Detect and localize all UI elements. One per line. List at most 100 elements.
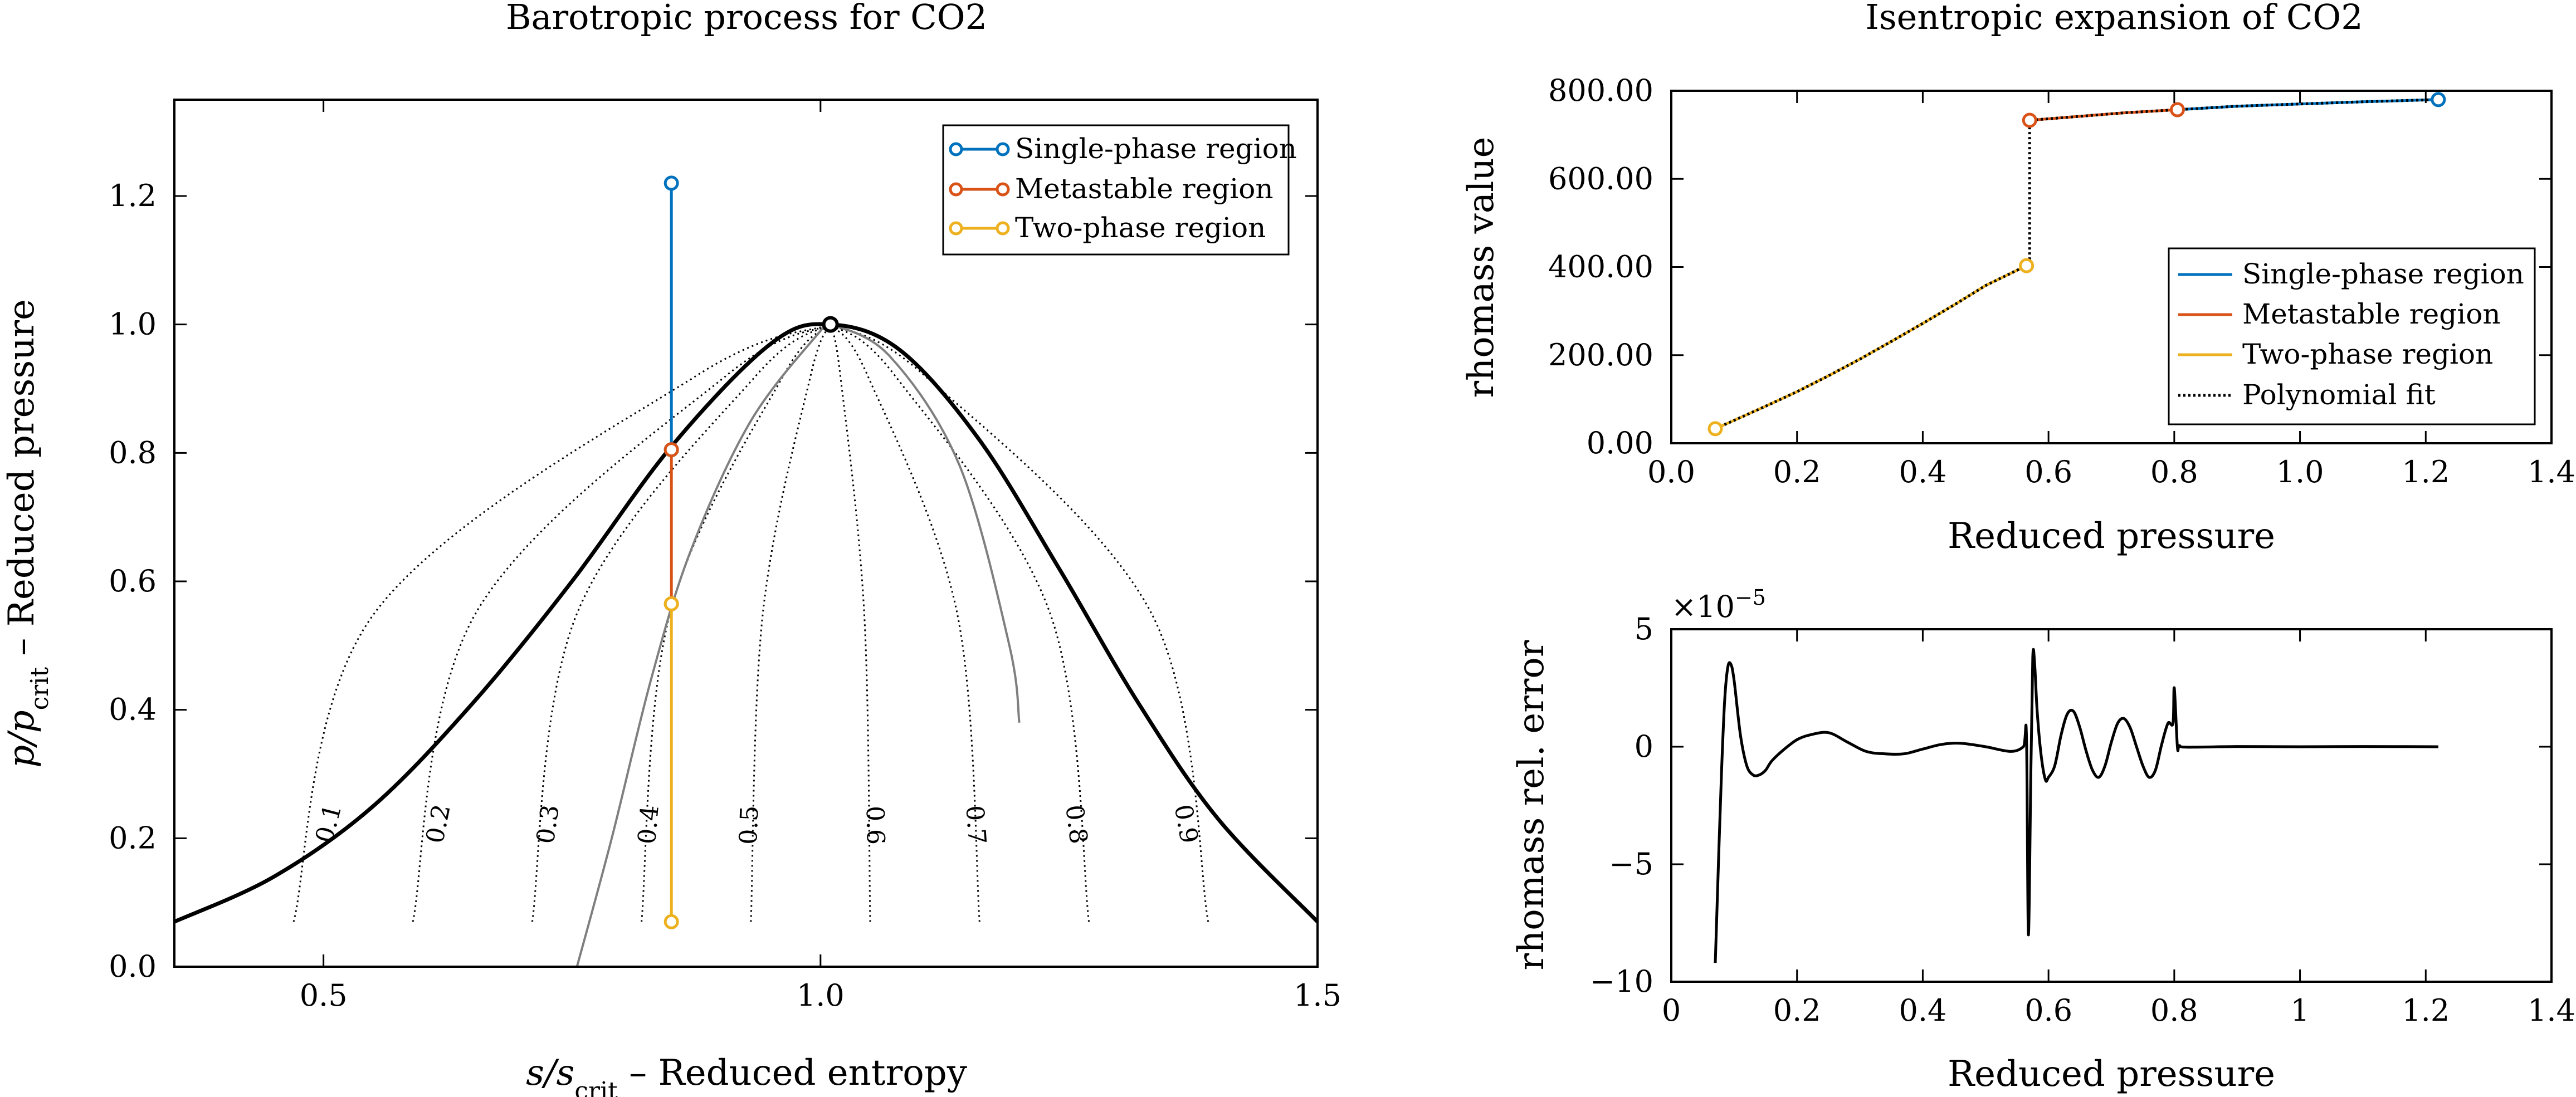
barotropic-ytick-label: 1.0	[109, 307, 157, 342]
barotropic-ytick-label: 0.8	[109, 435, 157, 470]
legend2-label-single-phase: Single-phase region	[2242, 258, 2524, 290]
legend-marker-metastable-end	[996, 182, 1010, 197]
legend-marker-metastable	[949, 182, 963, 197]
legend-label-single-phase: Single-phase region	[1015, 133, 1297, 165]
isentropic-series-line	[1714, 264, 2027, 430]
isentropic-xtick-label: 1.2	[2402, 454, 2450, 489]
isentropic-ytick-label: 0.00	[1587, 425, 1653, 461]
legend-label-metastable: Metastable region	[1015, 173, 1274, 205]
error-y-axis-label: rhomass rel. error	[1511, 640, 1552, 970]
quality-line	[292, 324, 831, 922]
barotropic-xtick-label: 0.5	[300, 978, 348, 1013]
legend-label-two-phase: Two-phase region	[1015, 212, 1266, 244]
quality-line	[750, 324, 832, 922]
series-marker	[663, 175, 679, 191]
error-axes-frame	[1670, 628, 2553, 983]
legend2-label-metastable: Metastable region	[2242, 298, 2501, 330]
isentropic-marker	[2170, 102, 2185, 117]
quality-line-label: 0.8	[1060, 804, 1092, 846]
error-ytick-label: −10	[1590, 964, 1653, 999]
isentropic-ticks: 0.0 0.2 0.4 0.6 0.8 1.0 1.2 1.4 0.00 200.00 400.00…	[1548, 73, 2575, 489]
isentropic-chart: Isentropic expansion of CO2 0.0 0.2 0.4 0.6…	[1461, 0, 2575, 557]
barotropic-plot-area: 0.1 0.2 0.3 0.4 0.5 0.6 0.7 0.8 0.9	[174, 175, 1318, 967]
isentropic-marker	[1707, 421, 1723, 437]
quality-line-label: 0.9	[1168, 802, 1203, 846]
series-marker	[663, 596, 679, 611]
isentropic-plot-area	[1707, 92, 2446, 437]
barotropic-legend: Single-phase region Metastable region Tw…	[942, 124, 1297, 256]
isentropic-xtick-label: 0.2	[1773, 454, 1821, 489]
isentropic-xtick-label: 1.0	[2276, 454, 2324, 489]
quality-line-label: 0.3	[531, 803, 565, 846]
error-xtick-label: 0.8	[2150, 993, 2198, 1028]
legend2-label-polynomial-fit: Polynomial fit	[2242, 379, 2436, 411]
isentropic-marker	[2019, 258, 2035, 273]
quality-line	[830, 324, 980, 922]
quality-line-label: 0.5	[734, 805, 764, 845]
barotropic-ytick-label: 0.4	[109, 692, 157, 727]
isentropic-ytick-label: 400.00	[1548, 249, 1653, 285]
quality-line	[830, 324, 1209, 922]
barotropic-y-label-rest: – Reduced pressure	[1, 299, 42, 667]
isentropic-ytick-label: 200.00	[1548, 337, 1653, 373]
error-xtick-label: 1	[2290, 993, 2309, 1028]
barotropic-y-label-sub: crit	[26, 667, 54, 711]
error-ytick-label: 0	[1635, 729, 1653, 764]
error-x-axis-label: Reduced pressure	[1948, 1054, 2275, 1095]
error-ytick-label: 5	[1635, 611, 1653, 647]
legend-marker-two-phase-end	[996, 221, 1010, 236]
barotropic-x-label-rest: – Reduced entropy	[618, 1052, 967, 1094]
error-plot-area	[1714, 648, 2438, 963]
error-xtick-label: 0	[1662, 993, 1681, 1028]
critical-point-marker	[822, 316, 839, 333]
barotropic-xtick-label: 1.5	[1294, 978, 1341, 1013]
quality-line-label: 0.4	[633, 804, 665, 845]
error-xtick-label: 0.2	[1773, 993, 1821, 1028]
error-chart: 0 0.2 0.4 0.6 0.8 1 1.2 1.4−10−505 ×10−5 Reduce…	[1511, 585, 2575, 1095]
error-xtick-label: 1.2	[2402, 993, 2450, 1028]
error-xtick-label: 0.6	[2024, 993, 2072, 1028]
isentropic-xtick-label: 0.8	[2150, 454, 2198, 489]
quality-line	[830, 324, 871, 922]
legend-marker-single-phase-end	[996, 142, 1010, 156]
barotropic-ticks: 0.5 1.0 1.5 0.0 0.2 0.4 0.6 0.8 1.0 1.2	[109, 100, 1341, 1013]
legend2-label-two-phase: Two-phase region	[2242, 338, 2493, 370]
isentropic-xtick-label: 1.4	[2528, 454, 2575, 489]
barotropic-x-label-prefix: s/s	[526, 1052, 574, 1094]
error-ytick-label: −5	[1609, 846, 1653, 881]
quality-line	[830, 324, 1090, 922]
isentropic-xtick-label: 0.0	[1647, 454, 1695, 489]
error-scale-factor: ×10−5	[1671, 585, 1766, 624]
series-marker	[663, 442, 679, 458]
isentropic-xtick-label: 0.6	[2024, 454, 2072, 489]
barotropic-x-label-sub: crit	[574, 1077, 618, 1097]
quality-line	[412, 324, 831, 922]
isentropic-ytick-label: 800.00	[1548, 73, 1653, 108]
barotropic-xtick-label: 1.0	[797, 978, 845, 1013]
isentropic-marker	[2022, 112, 2037, 128]
barotropic-x-axis-label: s/scrit – Reduced entropy	[526, 1052, 967, 1097]
error-scale-exp: −5	[1735, 585, 1766, 610]
isentropic-legend: Single-phase region Metastable region Tw…	[2168, 247, 2536, 425]
isentropic-marker	[2431, 92, 2446, 107]
isentropic-x-axis-label: Reduced pressure	[1948, 516, 2275, 557]
spinodal-curve	[575, 319, 1021, 967]
series-marker	[663, 914, 679, 929]
barotropic-axes-frame	[173, 99, 1319, 968]
isentropic-series-line	[1714, 98, 2438, 430]
error-xtick-label: 1.4	[2528, 993, 2575, 1028]
isentropic-xtick-label: 0.4	[1899, 454, 1946, 489]
barotropic-ytick-label: 0.2	[109, 820, 157, 855]
legend-marker-single-phase	[949, 142, 963, 156]
barotropic-y-label-prefix: p/p	[1, 710, 42, 768]
error-ticks: 0 0.2 0.4 0.6 0.8 1 1.2 1.4 −10 −5 0 5	[1590, 611, 2575, 1028]
error-series-line	[1714, 648, 2438, 963]
error-scale-prefix: ×10	[1671, 589, 1735, 624]
legend-marker-two-phase	[949, 221, 963, 236]
barotropic-y-axis-label: p/pcrit – Reduced pressure	[1, 299, 54, 768]
isentropic-ytick-label: 600.00	[1548, 161, 1653, 196]
barotropic-ytick-label: 0.6	[109, 564, 157, 599]
barotropic-ytick-label: 0.0	[109, 949, 157, 984]
quality-line-label: 0.2	[421, 802, 456, 846]
